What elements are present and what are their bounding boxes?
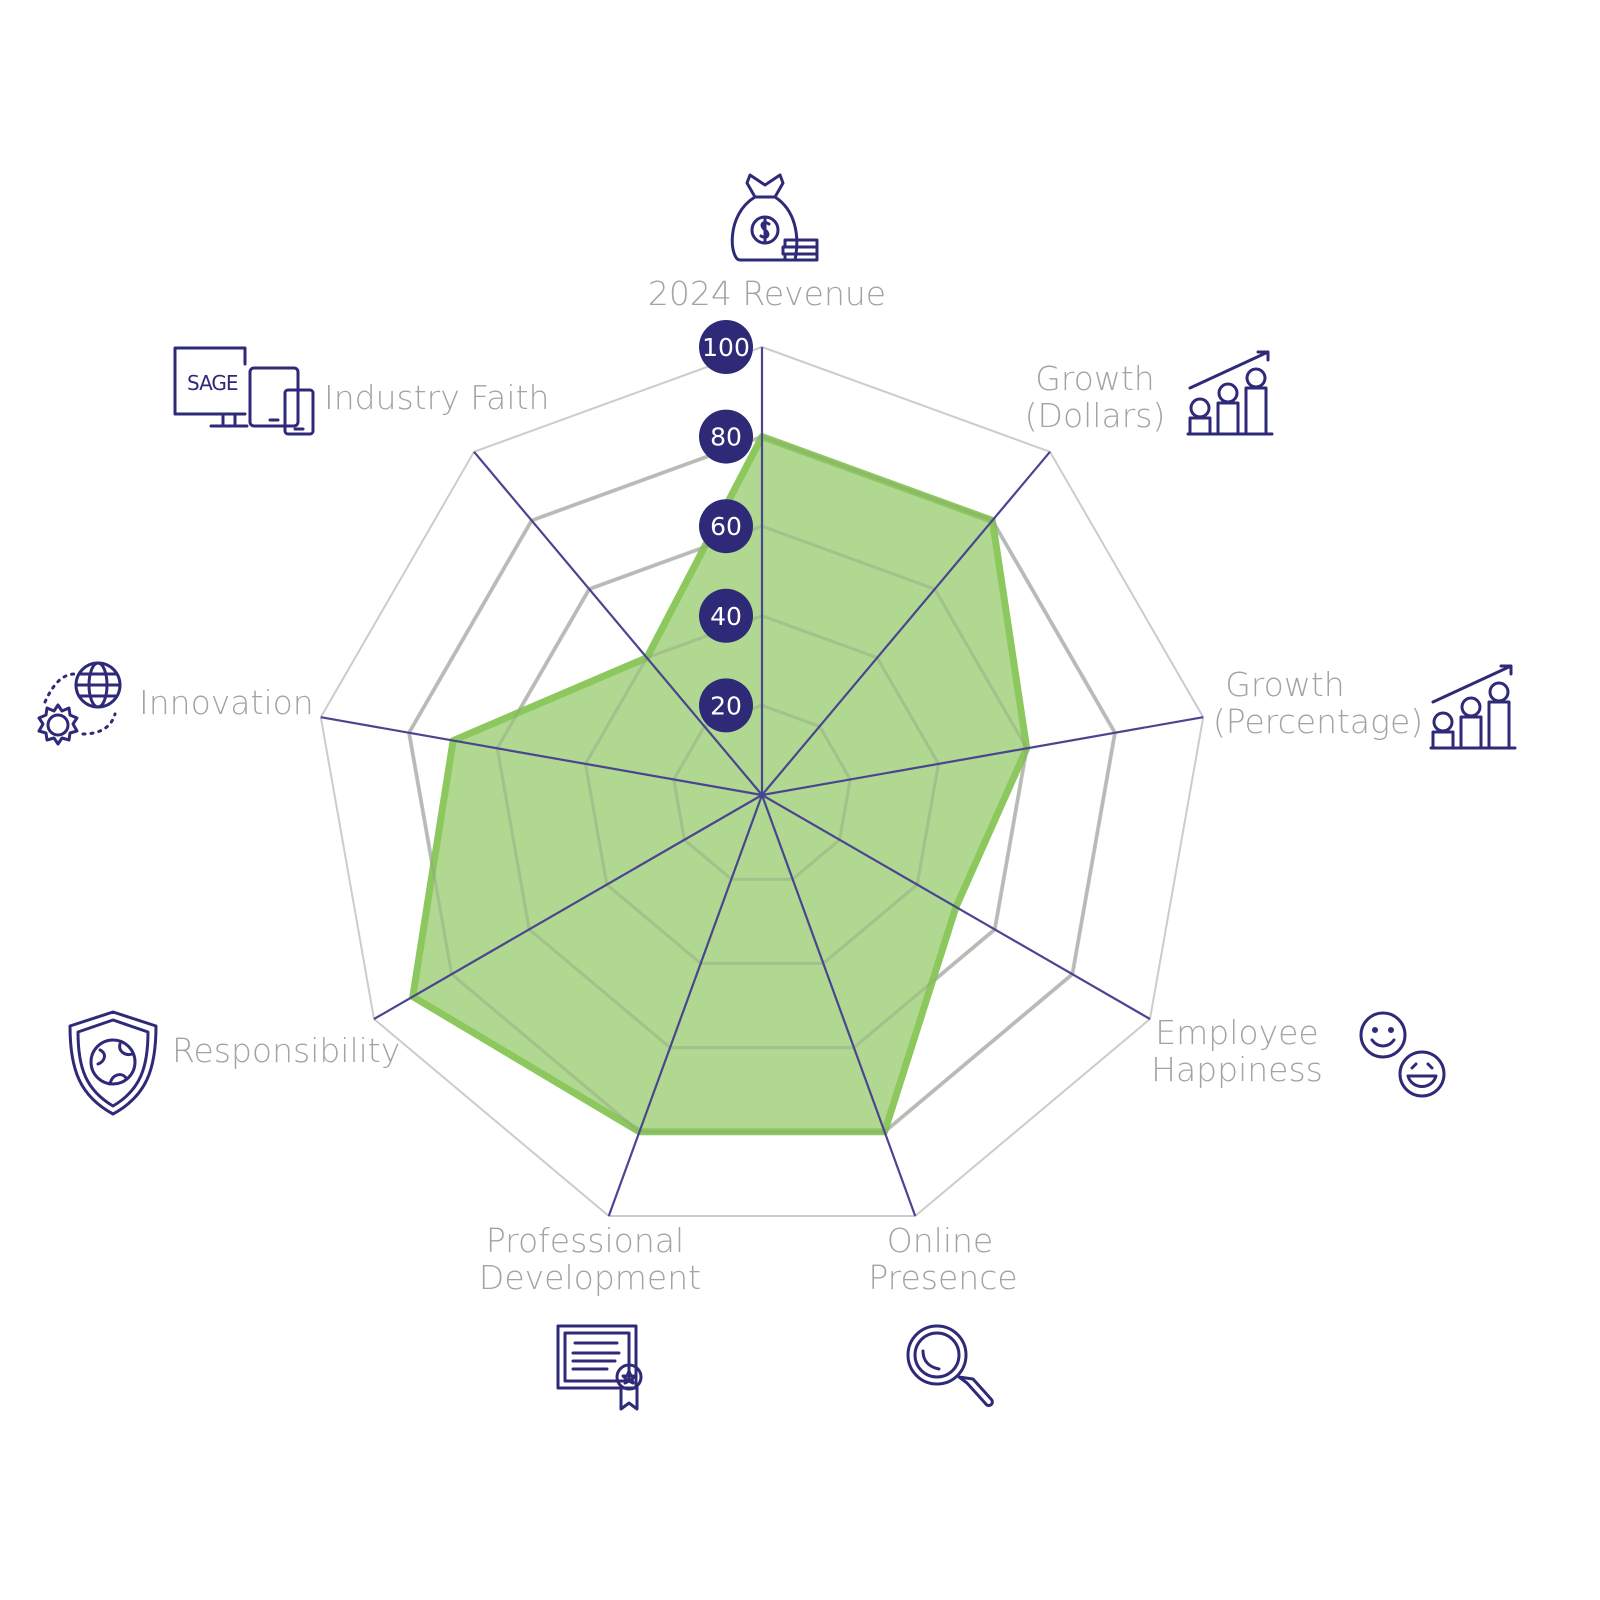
money-bag-icon [730,173,819,262]
icons: SAGE [37,173,1517,1411]
axis-label: Professional [486,1221,684,1260]
tick-label: 60 [710,512,742,541]
sage-logo: SAGE [187,371,238,395]
axis-label: Responsibility [172,1031,400,1070]
series-area [409,433,1031,1136]
coin-stacks-growth-icon [1186,350,1274,436]
grid-ring [319,345,1205,1217]
axis-line [607,794,764,1217]
tick-label: 80 [710,423,742,452]
axis-label: Industry Faith [324,378,549,417]
tick-badge [699,588,753,643]
globe-shield-icon [68,1010,158,1116]
series [407,433,1117,1136]
axis-label: Happiness [1151,1050,1323,1089]
axes [320,347,1204,1217]
tick-labels: 20 40 60 80 100 [699,320,753,733]
axis-line [473,451,763,796]
axis-label: (Dollars) [1025,396,1166,435]
axis-labels: 2024 RevenueGrowth(Dollars)Growth(Percen… [139,274,1423,1297]
grid-ring-overlay [672,703,852,881]
axis-line [320,716,763,797]
tick-label: 100 [702,333,750,362]
smiley-faces-icon [1359,1011,1446,1098]
axis-line [761,794,1151,1020]
grid-ring-overlay [583,614,941,965]
axis-label: Growth [1225,665,1344,704]
magnifier-icon [906,1324,994,1407]
tick-badge [699,499,753,554]
axis-label: Development [479,1258,701,1297]
axis-line [761,451,1051,796]
certificate-icon [556,1324,643,1411]
axis-label: Presence [868,1258,1017,1297]
grid-ring-overlay [495,524,1029,1050]
axis-line [373,794,763,1020]
axis-line [761,716,1204,797]
tick-label: 40 [710,602,742,631]
tick-badge [699,320,753,374]
axis-label: Growth [1035,359,1154,398]
axis-label: Innovation [139,683,314,722]
globe-gear-icon [37,661,122,746]
sage-devices-icon: SAGE [173,346,315,436]
axis-line [760,794,917,1217]
grid-ring-overlay [407,435,1117,1134]
tick-badge [699,409,753,464]
axis-label: 2024 Revenue [648,274,886,313]
axis-label: Employee [1155,1013,1318,1052]
axis-label: Online [887,1221,993,1260]
axis-label: (Percentage) [1213,702,1423,741]
coin-stacks-growth-icon [1429,664,1517,750]
tick-badge [699,678,753,733]
tick-label: 20 [710,691,742,720]
